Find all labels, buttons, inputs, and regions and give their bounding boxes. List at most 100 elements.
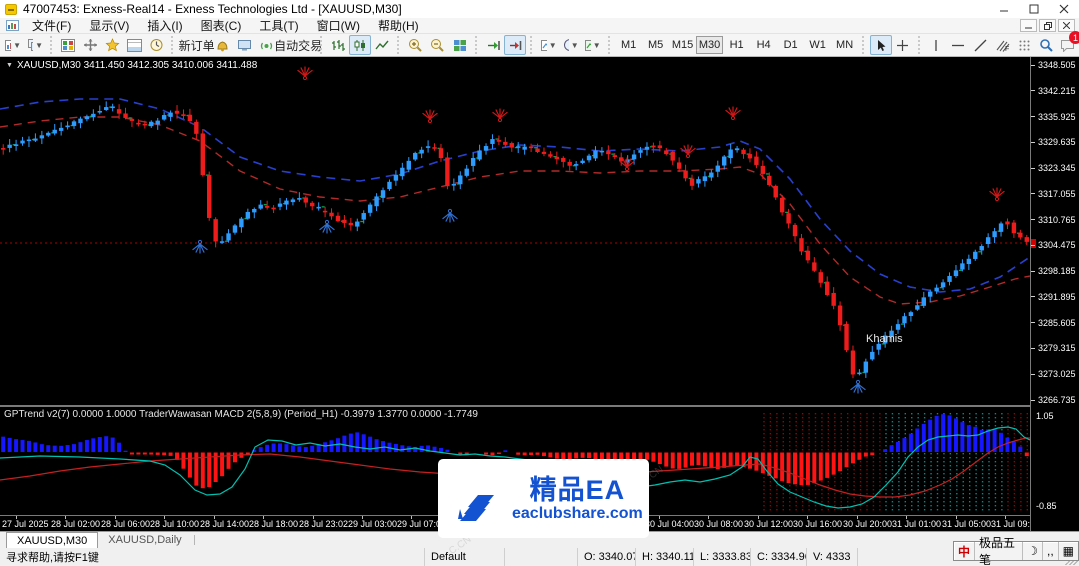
chart-tab-0[interactable]: XAUUSD,M30 xyxy=(6,532,99,548)
indicator-values-header: GPTrend v2(7) 0.0000 1.0000 TraderWawasa… xyxy=(4,409,478,420)
time-axis-tick xyxy=(164,516,165,519)
price-axis-tick xyxy=(1031,64,1035,66)
timeframe-d1[interactable]: D1 xyxy=(783,39,798,51)
ime-language-button[interactable]: 中 xyxy=(954,542,976,560)
price-axis[interactable]: 3348.505 3342.215 3335.925 3329.635 3323.345… xyxy=(1030,57,1079,531)
chevron-down-icon: ▼ xyxy=(548,40,557,50)
timeframe-h1[interactable]: H1 xyxy=(729,39,744,51)
ime-punctuation-button[interactable]: ,, xyxy=(1043,542,1059,560)
menu-item-0[interactable]: 文件(F) xyxy=(32,19,72,33)
status-segment-2 xyxy=(505,548,578,566)
menu-item-3[interactable]: 图表(C) xyxy=(200,19,242,33)
red-flower-marker-icon xyxy=(619,157,635,172)
price-axis-tick xyxy=(1031,90,1035,92)
time-axis-label: 31 Jul 01:00 xyxy=(892,519,942,529)
price-axis-tick xyxy=(1031,296,1035,298)
cursor-button[interactable] xyxy=(869,35,892,55)
templates-button[interactable]: ▼ xyxy=(582,35,604,55)
chart-tab-1[interactable]: XAUUSD,Daily xyxy=(108,534,182,546)
terminal-button[interactable] xyxy=(123,35,145,55)
autotrading-button[interactable]: 自动交易 xyxy=(274,35,322,55)
alerts-button[interactable] xyxy=(211,35,233,55)
menu-item-6[interactable]: 帮助(H) xyxy=(377,19,419,33)
minimize-button[interactable] xyxy=(989,1,1019,18)
maximize-button[interactable] xyxy=(1019,1,1049,18)
zoom-out-button[interactable] xyxy=(427,35,449,55)
objects-button[interactable] xyxy=(1013,35,1035,55)
timeframe-mn[interactable]: MN xyxy=(836,39,854,51)
line-chart-button[interactable] xyxy=(371,35,393,55)
title-bar: 47007453: Exness-Real14 - Exness Technol… xyxy=(0,0,1079,18)
timeframe-m30[interactable]: M30 xyxy=(696,36,724,54)
mdi-close-button[interactable] xyxy=(1058,19,1075,32)
time-axis-label: 30 Jul 16:00 xyxy=(793,519,843,529)
timeframe-m15[interactable]: M15 xyxy=(671,39,694,51)
market-watch-button[interactable] xyxy=(57,35,79,55)
time-axis-tick xyxy=(65,516,66,519)
crosshair-button[interactable] xyxy=(892,35,914,55)
tab-separator xyxy=(193,535,195,545)
periods-button[interactable]: ▼ xyxy=(560,35,582,55)
price-axis-label: 3273.025 xyxy=(1038,369,1076,380)
menu-item-4[interactable]: 工具(T) xyxy=(259,19,299,33)
timeframe-w1[interactable]: W1 xyxy=(809,39,826,51)
metaeditor-button[interactable] xyxy=(233,35,255,55)
price-axis-tick xyxy=(1031,373,1035,375)
red-flower-marker-icon xyxy=(492,108,508,123)
price-axis-tick xyxy=(1031,141,1035,143)
main-chart-pane[interactable]: ▼ XAUUSD,M30 3411.450 3412.305 3410.006 … xyxy=(0,57,1031,405)
horizontal-line-button[interactable] xyxy=(947,35,969,55)
time-axis-tick xyxy=(956,516,957,519)
strategy-tester-button[interactable] xyxy=(145,35,167,55)
price-axis-tick xyxy=(1031,193,1035,195)
time-axis-tick xyxy=(857,516,858,519)
red-flower-marker-icon xyxy=(297,66,313,81)
fibonacci-button[interactable]: F xyxy=(991,35,1013,55)
new-order-button[interactable]: 新订单 xyxy=(179,35,215,55)
status-segment-1: Default xyxy=(425,548,505,566)
mdi-minimize-button[interactable] xyxy=(1020,19,1037,32)
indicator-pane[interactable]: GPTrend v2(7) 0.0000 1.0000 TraderWawasa… xyxy=(0,407,1031,515)
data-window-button[interactable] xyxy=(79,35,101,55)
vertical-line-button[interactable] xyxy=(925,35,947,55)
candlestick-button[interactable] xyxy=(349,35,372,55)
bid-price-marker xyxy=(1031,239,1036,248)
indicator-axis-max-label: 1.05 xyxy=(1036,411,1054,421)
chevron-down-icon: ▼ xyxy=(592,40,601,50)
new-chart-button[interactable]: ▼ xyxy=(2,35,24,55)
navigator-button[interactable] xyxy=(101,35,123,55)
close-button[interactable] xyxy=(1049,1,1079,18)
search-button[interactable] xyxy=(1035,35,1057,55)
timeframe-m5[interactable]: M5 xyxy=(647,39,664,51)
ime-keyboard-icon[interactable]: ▦ xyxy=(1062,544,1074,558)
chart-shift-button[interactable] xyxy=(504,35,527,55)
symbol-dropdown-icon[interactable]: ▼ xyxy=(6,62,13,69)
mdi-restore-button[interactable] xyxy=(1039,19,1056,32)
price-axis-label: 3279.315 xyxy=(1038,343,1076,354)
signals-button[interactable] xyxy=(255,35,277,55)
community-chat-button[interactable]: 1 xyxy=(1057,31,1079,55)
zoom-in-button[interactable] xyxy=(405,35,427,55)
ime-fullhalf-moon-icon[interactable]: ☽ xyxy=(1023,542,1043,560)
toolbar: ▼ ▼ 新订单 自动交易 ▼ ▼ ▼ xyxy=(0,31,1079,57)
timeframe-h4[interactable]: H4 xyxy=(756,39,771,51)
ime-name-label[interactable]: 极品五笔 xyxy=(975,536,1024,566)
profiles-button[interactable]: ▼ xyxy=(24,35,46,55)
toolbar-separator xyxy=(917,36,922,54)
macd-indicator-canvas[interactable] xyxy=(0,407,1031,515)
candlestick-chart-canvas[interactable] xyxy=(0,57,1031,405)
menu-item-5[interactable]: 窗口(W) xyxy=(316,19,360,33)
pane-splitter[interactable] xyxy=(0,405,1079,407)
watermark-title: 精品EA xyxy=(529,474,626,505)
menu-item-2[interactable]: 插入(I) xyxy=(147,19,183,33)
auto-scroll-button[interactable] xyxy=(482,35,504,55)
price-axis-tick xyxy=(1031,219,1035,221)
chart-window-icon xyxy=(6,20,19,31)
indicators-button[interactable]: ▼ xyxy=(538,35,560,55)
bar-chart-button[interactable] xyxy=(327,35,349,55)
trendline-button[interactable] xyxy=(969,35,991,55)
timeframe-m1[interactable]: M1 xyxy=(620,39,637,51)
tile-windows-button[interactable] xyxy=(449,35,471,55)
menu-item-1[interactable]: 显示(V) xyxy=(89,19,130,33)
